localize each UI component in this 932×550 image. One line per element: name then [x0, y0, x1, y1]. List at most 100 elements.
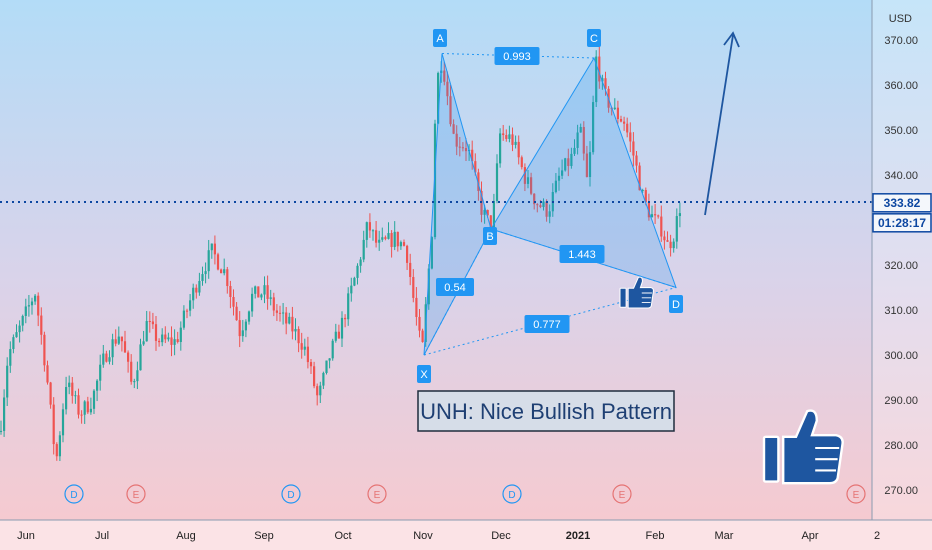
thumbs-up-cuff [762, 435, 780, 483]
event-label: D [287, 490, 294, 501]
ratio-tag [524, 315, 570, 333]
candle-body [241, 330, 244, 337]
candle-body [430, 237, 433, 269]
time-axis[interactable]: Jun Jul Aug Sep Oct Nov Dec 2021 Feb Mar Apr 2 [0, 519, 932, 550]
candle-body [623, 121, 626, 124]
candle-body [120, 336, 123, 342]
candle-body [309, 362, 313, 367]
candle-body [306, 346, 309, 363]
candle-body [650, 214, 654, 218]
candle-body [282, 312, 285, 314]
candle-body [626, 123, 629, 133]
month-label: Mar [715, 530, 734, 542]
candle-body [570, 153, 573, 167]
thumbs-up-fingers [641, 292, 652, 303]
candle-body [399, 242, 402, 247]
candle-body [517, 141, 520, 158]
candle-body [588, 152, 592, 177]
pattern-point-label: D [672, 299, 680, 311]
event-marker [612, 484, 632, 504]
ratio-label: 1.443 [568, 249, 596, 261]
candle-body [3, 397, 6, 431]
candle-body [495, 163, 499, 201]
annotation-text: UNH: Nice Bullish Pattern [420, 399, 672, 424]
candle-body [647, 202, 650, 218]
candle-body [6, 365, 9, 398]
candle-body [102, 353, 105, 365]
candle-body [108, 357, 111, 362]
candle-body [548, 211, 551, 217]
candle-body [235, 306, 238, 321]
candle-body [52, 404, 55, 445]
candle-body [139, 344, 142, 371]
candle-body [437, 73, 440, 124]
candle-body [99, 364, 102, 381]
y-tick-label: 290.00 [884, 395, 918, 407]
candle-body [207, 250, 210, 272]
candle-body [592, 102, 595, 153]
candle-body [502, 133, 505, 136]
candle-body [508, 134, 511, 139]
candle-body [86, 401, 89, 413]
candle-body [353, 277, 356, 286]
month-label: Jul [95, 530, 109, 542]
candle-body [127, 352, 130, 362]
candle-body [452, 124, 455, 134]
candle-body [92, 390, 96, 409]
candle-body [632, 141, 635, 156]
candle-body [464, 147, 468, 152]
candle-body [567, 158, 570, 167]
candle-body [412, 276, 415, 298]
candle-body [210, 243, 213, 251]
candle-body [204, 271, 207, 275]
y-tick-label: 350.00 [884, 125, 918, 137]
candle-body [387, 233, 390, 239]
candle-body [182, 310, 185, 328]
candle-body [61, 409, 65, 436]
pattern-point-label: B [486, 231, 493, 243]
candle-body [564, 158, 567, 171]
candle-body [663, 236, 666, 241]
candle-body [303, 346, 306, 350]
candle-body [666, 240, 669, 242]
candle-body [170, 337, 173, 345]
y-tick-label: 340.00 [884, 170, 918, 182]
candle-body [471, 149, 474, 162]
price-axis-bg [872, 0, 932, 520]
price-axis[interactable]: USD370.00360.00350.00340.00330.00320.003… [871, 0, 932, 520]
candle-body [291, 316, 294, 332]
ratio-label: 0.54 [444, 282, 465, 294]
candle-body [393, 231, 396, 247]
candle-body [390, 233, 393, 247]
thumbs-up-fingers [815, 446, 840, 472]
forecast-arrow-head [723, 31, 740, 48]
thumbs-up-cuff [619, 287, 627, 308]
candle-body [251, 293, 254, 312]
candle-body [554, 180, 557, 193]
candle-body [654, 214, 657, 216]
candle-body [142, 341, 145, 345]
candle-body [334, 331, 337, 341]
candle-body [319, 385, 322, 396]
y-tick-label: 370.00 [884, 35, 918, 47]
candle-body [461, 147, 464, 149]
small-thumbs-up-icon [619, 276, 654, 309]
candle-body [226, 269, 229, 287]
candle-body [582, 126, 585, 154]
candle-body [669, 241, 672, 249]
candle-body [378, 239, 381, 243]
last-price-tag [872, 193, 932, 213]
candle-body [105, 353, 108, 362]
candle-body [520, 157, 523, 168]
candle-body [629, 132, 632, 142]
candle-body [350, 285, 353, 294]
candle-body [12, 337, 15, 350]
candle-body [223, 269, 226, 274]
candle-body [278, 312, 282, 314]
thumbs-up-hand [627, 276, 654, 309]
candle-body [179, 327, 182, 342]
countdown-tag [872, 213, 932, 233]
candle-body [644, 190, 647, 203]
y-tick-label: 300.00 [884, 350, 918, 362]
